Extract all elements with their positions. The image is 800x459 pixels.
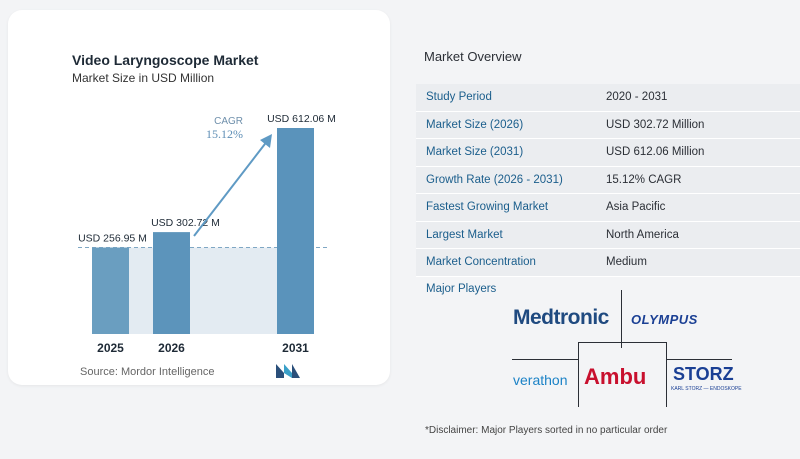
overview-row: Study Period 2020 - 2031 bbox=[416, 84, 800, 112]
overview-value: 15.12% CAGR bbox=[606, 173, 682, 186]
overview-key: Study Period bbox=[426, 91, 492, 104]
grid-divider bbox=[512, 359, 578, 360]
value-label-2025: USD 256.95 M bbox=[78, 233, 147, 245]
grid-divider bbox=[666, 342, 667, 407]
grid-divider bbox=[621, 290, 622, 348]
bars-layer bbox=[78, 128, 330, 334]
grid-divider bbox=[578, 342, 579, 407]
verathon-logo: verathon bbox=[513, 372, 568, 388]
cagr-arrow-head bbox=[260, 134, 272, 148]
grid-divider bbox=[666, 359, 732, 360]
category-label-2025: 2025 bbox=[97, 341, 124, 355]
players-title: Major Players bbox=[426, 283, 497, 295]
grid-divider bbox=[578, 342, 667, 343]
overview-value: North America bbox=[606, 228, 679, 241]
storz-logo-subtext: KARL STORZ — ENDOSKOPE bbox=[671, 386, 742, 392]
overview-row: Growth Rate (2026 - 2031) 15.12% CAGR bbox=[416, 166, 800, 194]
value-label-2026: USD 302.72 M bbox=[151, 217, 220, 229]
overview-value: Medium bbox=[606, 256, 647, 269]
overview-value: USD 302.72 Million bbox=[606, 118, 705, 131]
cagr-value: 15.12% bbox=[206, 127, 243, 141]
players-grid: Medtronic OLYMPUS verathon Ambu STORZ KA… bbox=[500, 290, 742, 410]
overview-key: Fastest Growing Market bbox=[426, 201, 549, 214]
cagr-label: CAGR bbox=[214, 116, 243, 127]
overview-row: Market Concentration Medium bbox=[416, 249, 800, 277]
overview-value: 2020 - 2031 bbox=[606, 91, 668, 104]
labels-layer: USD 256.95 M 2025 USD 302.72 M 2026 USD 612.… bbox=[78, 113, 336, 355]
bar-2031 bbox=[277, 128, 314, 334]
overview-value: USD 612.06 Million bbox=[606, 146, 705, 159]
bar-chart: USD 256.95 M 2025 USD 302.72 M 2026 USD 612.… bbox=[78, 113, 336, 355]
chart-subtitle: Market Size in USD Million bbox=[72, 71, 215, 85]
category-label-2031: 2031 bbox=[282, 341, 309, 355]
cagr-arrow-line bbox=[193, 139, 269, 237]
disclaimer: *Disclaimer: Major Players sorted in no … bbox=[425, 425, 668, 436]
overview-key: Largest Market bbox=[426, 228, 503, 241]
bar-2026 bbox=[153, 232, 190, 334]
overview-table: Study Period 2020 - 2031 Market Size (2026… bbox=[416, 84, 800, 277]
overview-key: Market Size (2031) bbox=[426, 146, 524, 159]
overview-row: Fastest Growing Market Asia Pacific bbox=[416, 194, 800, 222]
ambu-logo: Ambu bbox=[584, 364, 647, 389]
storz-logo: STORZ bbox=[673, 364, 734, 384]
overview-key: Market Concentration bbox=[426, 256, 536, 269]
category-label-2026: 2026 bbox=[158, 341, 185, 355]
bar-2025 bbox=[92, 247, 129, 334]
mordor-logo-icon bbox=[276, 364, 300, 378]
overview-title: Market Overview bbox=[424, 49, 522, 64]
overview-key: Market Size (2026) bbox=[426, 118, 524, 131]
value-label-2031: USD 612.06 M bbox=[267, 113, 336, 125]
overview-key: Growth Rate (2026 - 2031) bbox=[426, 173, 563, 186]
chart-title: Video Laryngoscope Market bbox=[72, 52, 259, 68]
source-text: Source: Mordor Intelligence bbox=[80, 366, 215, 378]
overview-row: Market Size (2031) USD 612.06 Million bbox=[416, 139, 800, 167]
overview-row: Largest Market North America bbox=[416, 221, 800, 249]
overview-value: Asia Pacific bbox=[606, 201, 666, 214]
medtronic-logo: Medtronic bbox=[513, 306, 609, 329]
olympus-logo: OLYMPUS bbox=[631, 312, 698, 327]
overview-row: Market Size (2026) USD 302.72 Million bbox=[416, 111, 800, 139]
